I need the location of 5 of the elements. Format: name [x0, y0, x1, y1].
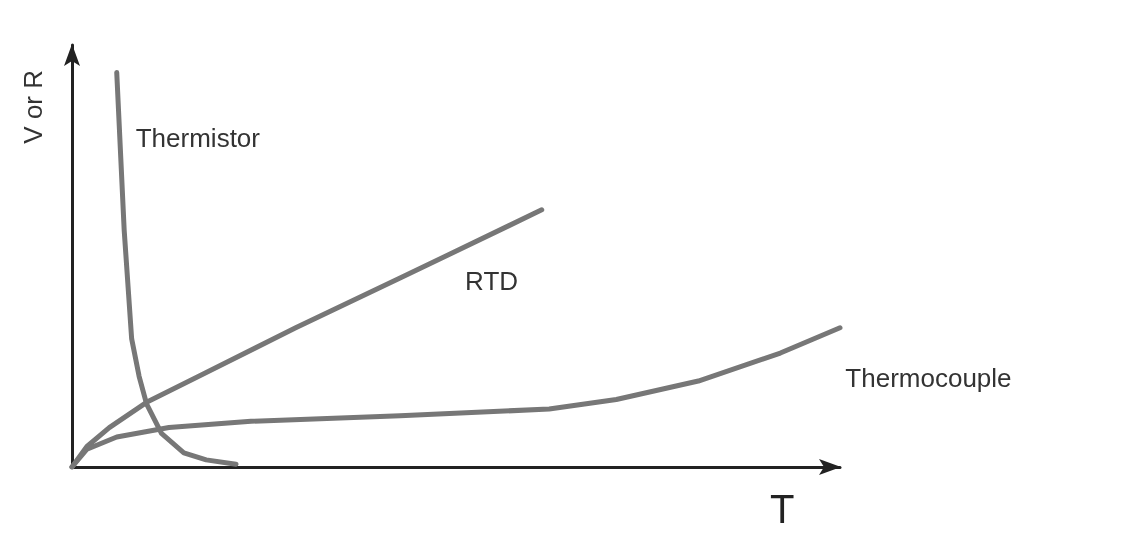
y-axis-title: V or R: [18, 70, 48, 144]
series-label: Thermistor: [135, 122, 261, 153]
series-label: Thermocouple: [845, 363, 1012, 394]
x-axis-title: T: [770, 487, 795, 531]
series-label: RTD: [465, 266, 519, 297]
